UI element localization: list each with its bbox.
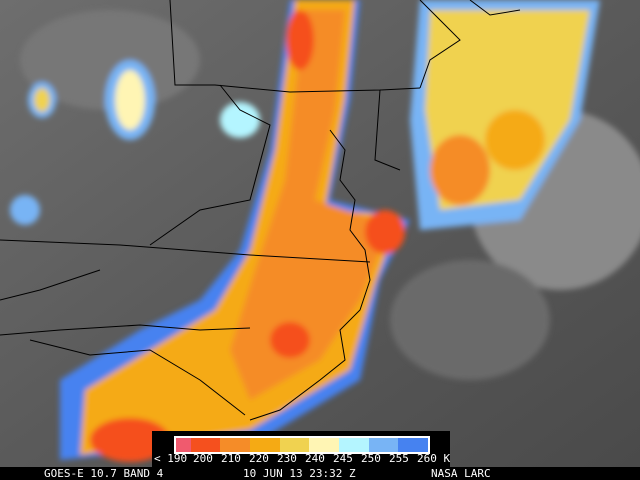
legend-color-swatch bbox=[250, 438, 280, 452]
legend-label: 245 bbox=[333, 452, 353, 465]
cloud-layer bbox=[10, 0, 640, 462]
legend-color-swatch bbox=[309, 438, 340, 452]
legend-label: 260 K bbox=[417, 452, 451, 465]
legend-label: 230 bbox=[277, 452, 297, 465]
infrared-satellite-map bbox=[0, 0, 640, 467]
legend-color-swatch bbox=[339, 438, 369, 452]
legend-color-swatch bbox=[190, 438, 221, 452]
state-borders bbox=[0, 0, 521, 421]
legend-color-bar bbox=[174, 436, 430, 454]
legend-label: < 190 bbox=[154, 452, 188, 465]
legend-label: 255 bbox=[389, 452, 409, 465]
legend-labels: < 190 200 210 220 230 240 245 250 255 26… bbox=[152, 452, 450, 466]
legend-color-swatch bbox=[398, 438, 428, 452]
legend-color-swatch bbox=[176, 438, 191, 452]
satellite-band-label: GOES-E 10.7 BAND 4 bbox=[44, 467, 164, 480]
legend-label: 210 bbox=[221, 452, 241, 465]
source-label: NASA LARC bbox=[431, 467, 491, 480]
legend-color-swatch bbox=[220, 438, 251, 452]
legend-color-swatch bbox=[368, 438, 399, 452]
legend-color-swatch bbox=[279, 438, 310, 452]
legend-label: 250 bbox=[361, 452, 381, 465]
temperature-color-legend: < 190 200 210 220 230 240 245 250 255 26… bbox=[152, 431, 450, 467]
image-caption-bar: GOES-E 10.7 BAND 4 10 JUN 13 23:32 Z NAS… bbox=[0, 467, 640, 480]
legend-label: 200 bbox=[193, 452, 213, 465]
legend-label: 220 bbox=[249, 452, 269, 465]
legend-label: 240 bbox=[305, 452, 325, 465]
timestamp-label: 10 JUN 13 23:32 Z bbox=[243, 467, 356, 480]
